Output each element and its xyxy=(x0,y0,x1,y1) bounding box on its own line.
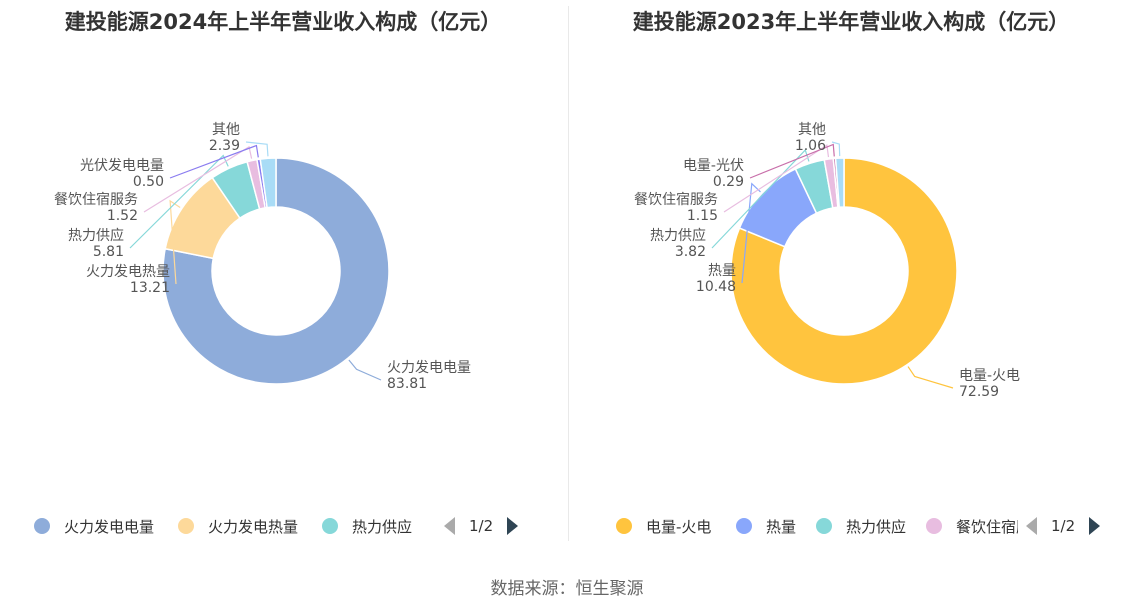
legend-marker xyxy=(926,518,942,534)
leader-line xyxy=(143,145,253,213)
slice-value-label: 72.59 xyxy=(959,384,999,400)
slice-name-label: 其他 xyxy=(798,122,826,138)
legend-label: 火力发电热量 xyxy=(208,517,299,536)
panel-divider xyxy=(568,6,569,541)
prev-page-icon[interactable] xyxy=(444,517,455,535)
slice-name-label: 火力发电电量 xyxy=(387,360,471,376)
slice-value-label: 10.48 xyxy=(696,279,736,295)
slice-name-label: 热量 xyxy=(708,263,736,279)
legend: 电量-火电 热量 热力供应 餐饮住宿服务 1/2 xyxy=(568,512,1134,540)
leader-line xyxy=(348,359,382,381)
legend: 火力发电电量 火力发电热量 热力供应 1/2 xyxy=(0,512,566,540)
chart-panel-2024: 建投能源2024年上半年营业收入构成（亿元） 火力发电电量 83.81 火力发电热量… xyxy=(0,0,566,548)
chart-panel-2023: 建投能源2023年上半年营业收入构成（亿元） 电量-火电 72.59 热量 10.48… xyxy=(568,0,1134,548)
chart-title: 建投能源2024年上半年营业收入构成（亿元） xyxy=(64,10,502,34)
legend-marker xyxy=(34,518,50,534)
slice-name-label: 餐饮住宿服务 xyxy=(634,191,718,208)
legend-pager: 1/2 xyxy=(1026,512,1101,540)
leader-line xyxy=(831,141,841,157)
slice-name-label: 电量-光伏 xyxy=(683,158,744,174)
slice-value-label: 1.15 xyxy=(687,208,718,224)
legend-marker xyxy=(816,518,832,534)
legend-item-1[interactable]: 热量 xyxy=(736,512,796,540)
slice-value-label: 1.52 xyxy=(107,208,138,224)
slice-value-label: 3.82 xyxy=(675,244,706,260)
legend-item-0[interactable]: 火力发电电量 xyxy=(34,512,154,540)
pie-slice[interactable] xyxy=(162,157,390,385)
pie-slice[interactable] xyxy=(834,157,845,208)
pie-slice[interactable] xyxy=(730,157,958,385)
slice-value-label: 5.81 xyxy=(93,244,124,260)
legend-label: 餐饮住宿服务 xyxy=(956,517,1018,536)
slice-name-label: 其他 xyxy=(212,122,240,138)
prev-page-icon[interactable] xyxy=(1026,517,1037,535)
next-page-icon[interactable] xyxy=(507,517,519,535)
legend-page-indicator: 1/2 xyxy=(1051,517,1076,535)
slice-name-label: 热力供应 xyxy=(650,227,706,244)
legend-item-1[interactable]: 火力发电热量 xyxy=(178,512,298,540)
legend-item-2[interactable]: 热力供应 xyxy=(816,512,906,540)
legend-label: 热量 xyxy=(766,517,797,536)
slice-value-label: 2.39 xyxy=(209,138,240,154)
next-page-icon[interactable] xyxy=(1089,517,1101,535)
legend-item-3[interactable]: 餐饮住宿服务 xyxy=(926,512,1018,540)
slice-value-label: 83.81 xyxy=(387,376,427,392)
slice-name-label: 餐饮住宿服务 xyxy=(54,191,138,208)
legend-page-indicator: 1/2 xyxy=(469,517,494,535)
leader-line xyxy=(723,144,830,213)
legend-label: 电量-火电 xyxy=(646,517,712,536)
data-source: 数据来源：恒生聚源 xyxy=(490,579,644,599)
slice-name-label: 火力发电热量 xyxy=(86,264,170,280)
leader-line xyxy=(169,144,259,179)
legend-marker xyxy=(616,518,632,534)
leader-line xyxy=(245,141,269,157)
slice-value-label: 0.29 xyxy=(713,174,744,190)
pie-slice[interactable] xyxy=(259,157,277,209)
slice-value-label: 0.50 xyxy=(133,174,164,190)
legend-marker xyxy=(178,518,194,534)
legend-pager: 1/2 xyxy=(444,512,519,540)
slice-value-label: 13.21 xyxy=(130,280,170,296)
leader-line xyxy=(129,154,229,249)
slice-name-label: 电量-火电 xyxy=(959,368,1020,384)
slice-name-label: 热力供应 xyxy=(68,227,124,244)
leader-line xyxy=(169,199,181,285)
slice-value-label: 1.06 xyxy=(795,138,826,154)
leader-line xyxy=(749,143,835,179)
chart-title: 建投能源2023年上半年营业收入构成（亿元） xyxy=(632,10,1070,34)
legend-marker xyxy=(322,518,338,534)
leader-line xyxy=(741,182,761,284)
legend-label: 热力供应 xyxy=(352,517,413,536)
legend-label: 热力供应 xyxy=(846,517,907,536)
legend-marker xyxy=(736,518,752,534)
legend-item-2[interactable]: 热力供应 xyxy=(322,512,412,540)
slice-name-label: 光伏发电电量 xyxy=(80,158,164,174)
legend-label: 火力发电电量 xyxy=(64,517,155,536)
legend-item-0[interactable]: 电量-火电 xyxy=(616,512,711,540)
leader-line xyxy=(907,366,954,389)
